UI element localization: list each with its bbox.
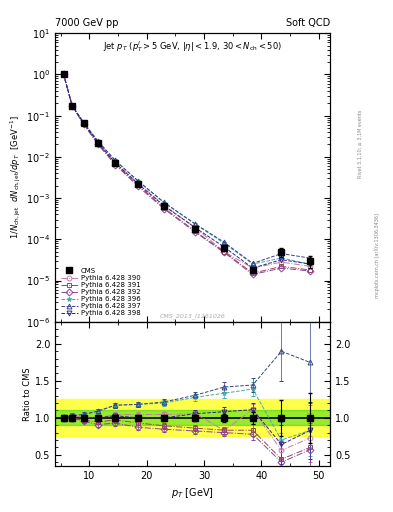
Text: 7000 GeV pp: 7000 GeV pp	[55, 18, 119, 28]
Text: Rivet 3.1.10; ≥ 3.1M events: Rivet 3.1.10; ≥ 3.1M events	[358, 109, 363, 178]
Y-axis label: $1/N_{\rm ch,jet}$  $dN_{\rm ch,jet}/dp_T$  [GeV$^{-1}$]: $1/N_{\rm ch,jet}$ $dN_{\rm ch,jet}/dp_T…	[9, 116, 23, 239]
Y-axis label: Ratio to CMS: Ratio to CMS	[23, 367, 32, 421]
Text: Jet $p_T$ ($p^l_T$$>$5 GeV, $|\eta|$$<$1.9, 30$<$$N_{\rm ch}$$<$50): Jet $p_T$ ($p^l_T$$>$5 GeV, $|\eta|$$<$1…	[103, 39, 282, 54]
Legend: CMS, Pythia 6.428 390, Pythia 6.428 391, Pythia 6.428 392, Pythia 6.428 396, Pyt: CMS, Pythia 6.428 390, Pythia 6.428 391,…	[59, 266, 143, 318]
Text: CMS_2013_I1261026: CMS_2013_I1261026	[160, 313, 226, 319]
X-axis label: $p_T$ [GeV]: $p_T$ [GeV]	[171, 486, 214, 500]
Bar	[55, 399, 330, 436]
Text: mcplots.cern.ch [arXiv:1306.3436]: mcplots.cern.ch [arXiv:1306.3436]	[375, 214, 380, 298]
Text: Soft QCD: Soft QCD	[286, 18, 330, 28]
Bar	[55, 411, 330, 425]
